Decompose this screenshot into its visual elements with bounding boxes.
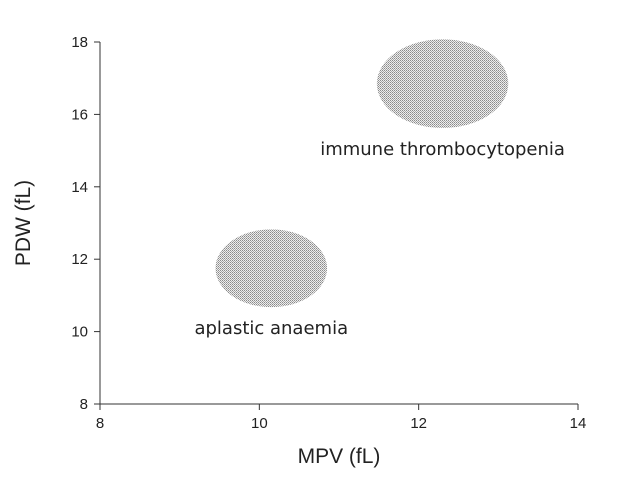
- x-tick-label: 10: [251, 415, 268, 432]
- cluster-label-aplastic-anaemia: aplastic anaemia: [194, 318, 348, 339]
- y-axis-title: PDW (fL): [12, 180, 35, 266]
- cluster-regions: [215, 39, 509, 308]
- cluster-region-aplastic-anaemia: [215, 229, 328, 308]
- x-tick-label: 8: [96, 415, 104, 432]
- x-tick-label: 14: [570, 415, 587, 432]
- y-tick-label: 16: [71, 106, 88, 123]
- y-tick-label: 14: [71, 179, 88, 196]
- y-tick-label: 12: [71, 251, 88, 268]
- cluster-region-immune-thrombocytopenia: [376, 39, 509, 128]
- cluster-labels: immune thrombocytopenia aplastic anaemia: [194, 139, 564, 339]
- y-tick-label: 8: [80, 396, 88, 413]
- y-axis-ticks: 8 10 12 14 16 18: [71, 34, 100, 413]
- y-tick-label: 18: [71, 34, 88, 51]
- y-tick-label: 10: [71, 324, 88, 341]
- x-axis-ticks: 8 10 12 14: [96, 404, 587, 432]
- x-tick-label: 12: [410, 415, 427, 432]
- x-axis-title: MPV (fL): [298, 445, 381, 468]
- cluster-label-immune-thrombocytopenia: immune thrombocytopenia: [320, 139, 565, 160]
